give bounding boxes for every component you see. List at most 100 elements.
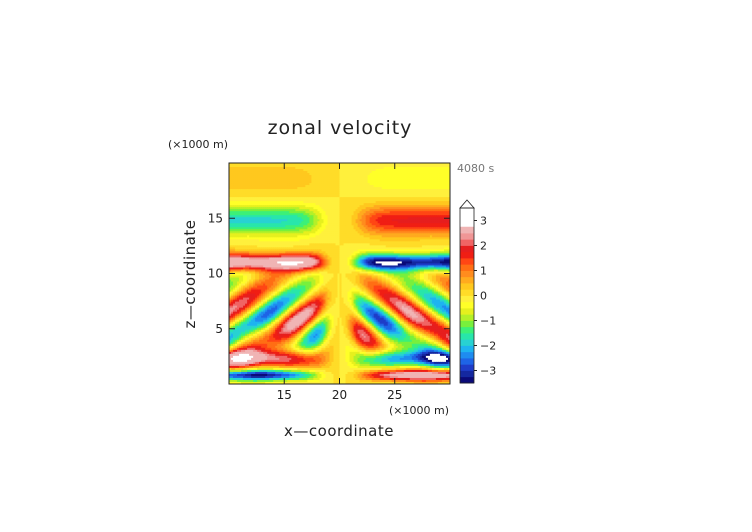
field-cell: [423, 193, 427, 196]
field-cell: [393, 187, 397, 190]
field-cell: [247, 197, 250, 200]
field-cell: [361, 195, 365, 198]
field-cell: [339, 189, 343, 192]
field-cell: [381, 177, 385, 180]
field-cell: [421, 203, 425, 206]
field-cell: [403, 185, 407, 188]
field-cell: [259, 189, 262, 192]
field-cell: [295, 201, 298, 204]
field-cell: [325, 213, 329, 216]
field-cell: [303, 209, 306, 212]
field-cell: [301, 197, 304, 200]
field-cell: [321, 195, 325, 198]
field-cell: [349, 191, 353, 194]
field-cell: [239, 165, 242, 168]
field-cell: [315, 177, 318, 180]
field-cell: [335, 207, 339, 210]
field-cell: [405, 177, 409, 180]
field-cell: [387, 179, 391, 182]
field-cell: [275, 215, 278, 218]
field-cell: [337, 173, 341, 176]
field-cell: [393, 201, 397, 204]
field-cell: [427, 203, 431, 206]
field-cell: [409, 173, 413, 176]
field-cell: [241, 167, 244, 170]
field-cell: [267, 171, 270, 174]
field-cell: [291, 207, 294, 210]
field-cell: [431, 201, 435, 204]
field-cell: [333, 171, 337, 174]
field-cell: [239, 173, 242, 176]
field-cell: [409, 211, 413, 214]
field-cell: [403, 201, 407, 204]
field-cell: [345, 209, 349, 212]
field-cell: [405, 201, 409, 204]
field-cell: [377, 211, 381, 214]
field-cell: [431, 181, 435, 184]
field-cell: [417, 197, 421, 200]
field-cell: [381, 203, 385, 206]
field-cell: [299, 201, 302, 204]
field-cell: [413, 193, 417, 196]
field-cell: [425, 163, 429, 166]
field-cell: [261, 207, 264, 210]
field-cell: [281, 199, 284, 202]
field-cell: [407, 167, 411, 170]
field-cell: [407, 189, 411, 192]
field-cell: [263, 175, 266, 178]
field-cell: [283, 179, 286, 182]
field-cell: [309, 199, 312, 202]
field-cell: [415, 183, 419, 186]
field-cell: [437, 189, 441, 192]
field-cell: [441, 193, 445, 196]
field-cell: [367, 181, 371, 184]
field-cell: [407, 179, 411, 182]
field-cell: [397, 211, 401, 214]
field-cell: [393, 209, 397, 212]
field-cell: [239, 167, 242, 170]
field-cell: [277, 195, 280, 198]
field-cell: [339, 177, 343, 180]
field-cell: [413, 191, 417, 194]
field-cell: [229, 181, 232, 184]
field-cell: [393, 199, 397, 202]
field-cell: [331, 171, 335, 174]
field-cell: [435, 169, 439, 172]
field-cell: [445, 199, 449, 202]
field-cell: [279, 189, 282, 192]
field-cell: [269, 213, 272, 216]
field-cell: [355, 189, 359, 192]
field-cell: [257, 207, 260, 210]
field-cell: [423, 205, 427, 208]
field-cell: [371, 179, 375, 182]
field-cell: [247, 191, 250, 194]
field-cell: [229, 185, 232, 188]
field-cell: [433, 183, 437, 186]
field-cell: [385, 171, 389, 174]
field-cell: [375, 169, 379, 172]
field-cell: [311, 177, 314, 180]
field-cell: [325, 209, 329, 212]
field-cell: [241, 171, 244, 174]
field-cell: [385, 189, 389, 192]
field-cell: [329, 187, 333, 190]
field-cell: [397, 197, 401, 200]
field-cell: [393, 179, 397, 182]
field-cell: [319, 205, 323, 208]
field-cell: [231, 175, 234, 178]
field-cell: [383, 183, 387, 186]
field-cell: [289, 209, 292, 212]
field-cell: [267, 207, 270, 210]
field-cell: [375, 179, 379, 182]
field-cell: [313, 199, 316, 202]
field-cell: [255, 163, 258, 166]
field-cell: [285, 189, 288, 192]
field-cell: [393, 211, 397, 214]
field-cell: [401, 191, 405, 194]
field-cell: [281, 209, 284, 212]
field-cell: [397, 171, 401, 174]
field-cell: [411, 213, 415, 216]
field-cell: [233, 183, 236, 186]
field-cell: [393, 195, 397, 198]
